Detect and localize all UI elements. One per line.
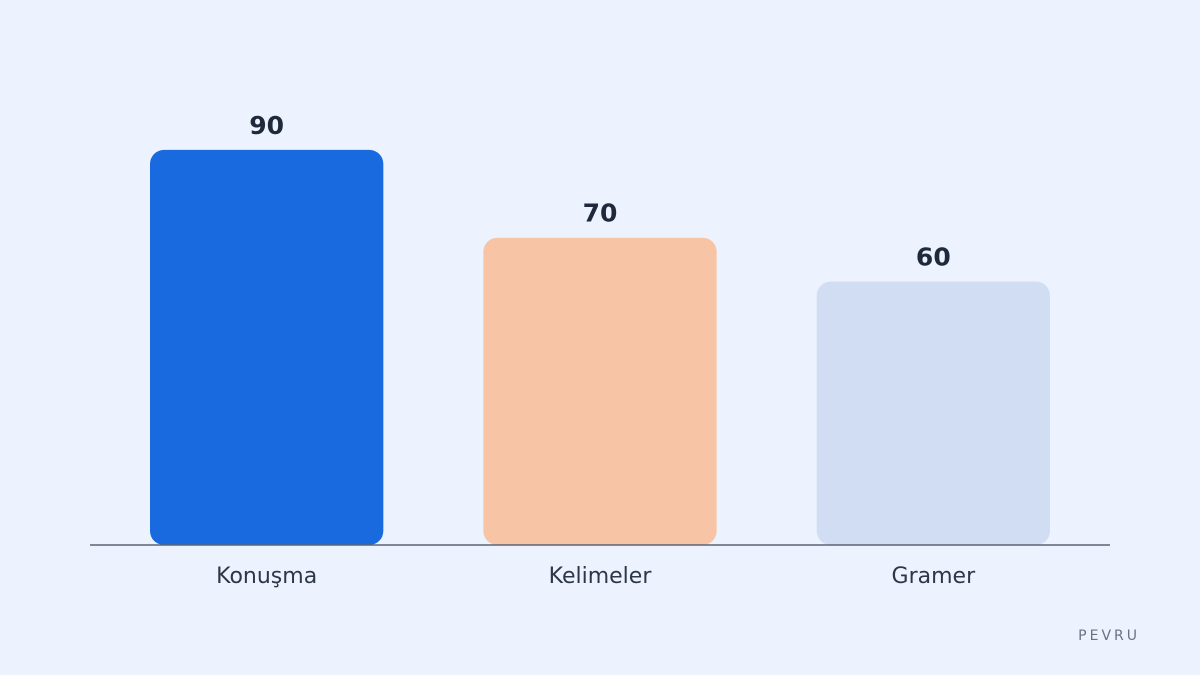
- watermark: PEVRU: [1078, 628, 1140, 644]
- value-label: 90: [249, 111, 284, 140]
- bar: [816, 281, 1050, 545]
- x-tick-label: Gramer: [892, 564, 977, 589]
- value-label: 70: [583, 199, 618, 228]
- x-tick-label: Kelimeler: [549, 564, 653, 589]
- bar: [150, 149, 384, 545]
- value-label: 60: [916, 243, 951, 272]
- x-tick-label: Konuşma: [216, 564, 317, 589]
- bar: [483, 237, 717, 545]
